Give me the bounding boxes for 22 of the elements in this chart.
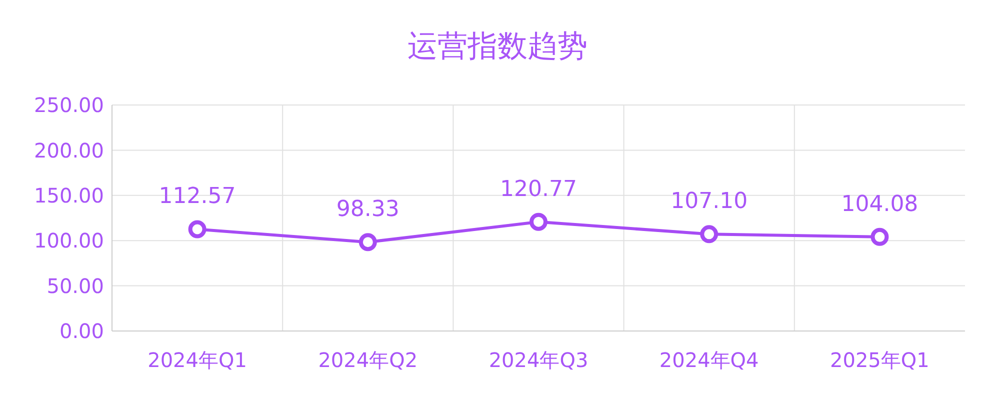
y-tick-label: 0.00 bbox=[59, 319, 104, 344]
point bbox=[530, 212, 548, 231]
x-tick-label: 2024年Q1 bbox=[148, 348, 247, 372]
y-tick-label: 200.00 bbox=[34, 138, 104, 162]
y-tick-label: 250.00 bbox=[34, 93, 104, 118]
x-tick-label: 2024年Q4 bbox=[659, 348, 759, 372]
x-tick-label: 2024年Q3 bbox=[488, 348, 588, 372]
data-label: 107.10 bbox=[670, 189, 748, 214]
point bbox=[358, 233, 377, 252]
data-label: 120.77 bbox=[500, 176, 577, 202]
x-tick-label: 2024年Q2 bbox=[318, 348, 418, 372]
chart-title: 运营指数趋势 bbox=[406, 28, 588, 66]
y-tick-label: 150.00 bbox=[34, 184, 104, 208]
y-tick-label: 50.00 bbox=[46, 274, 104, 298]
x-tick-label: 2025年Q1 bbox=[830, 348, 930, 372]
y-tick-label: 100.00 bbox=[34, 228, 104, 253]
data-label: 98.33 bbox=[336, 197, 400, 222]
point bbox=[870, 228, 889, 246]
data-label: 104.08 bbox=[841, 192, 918, 217]
data-label: 112.57 bbox=[158, 184, 236, 210]
point bbox=[188, 220, 206, 238]
point bbox=[700, 225, 718, 244]
